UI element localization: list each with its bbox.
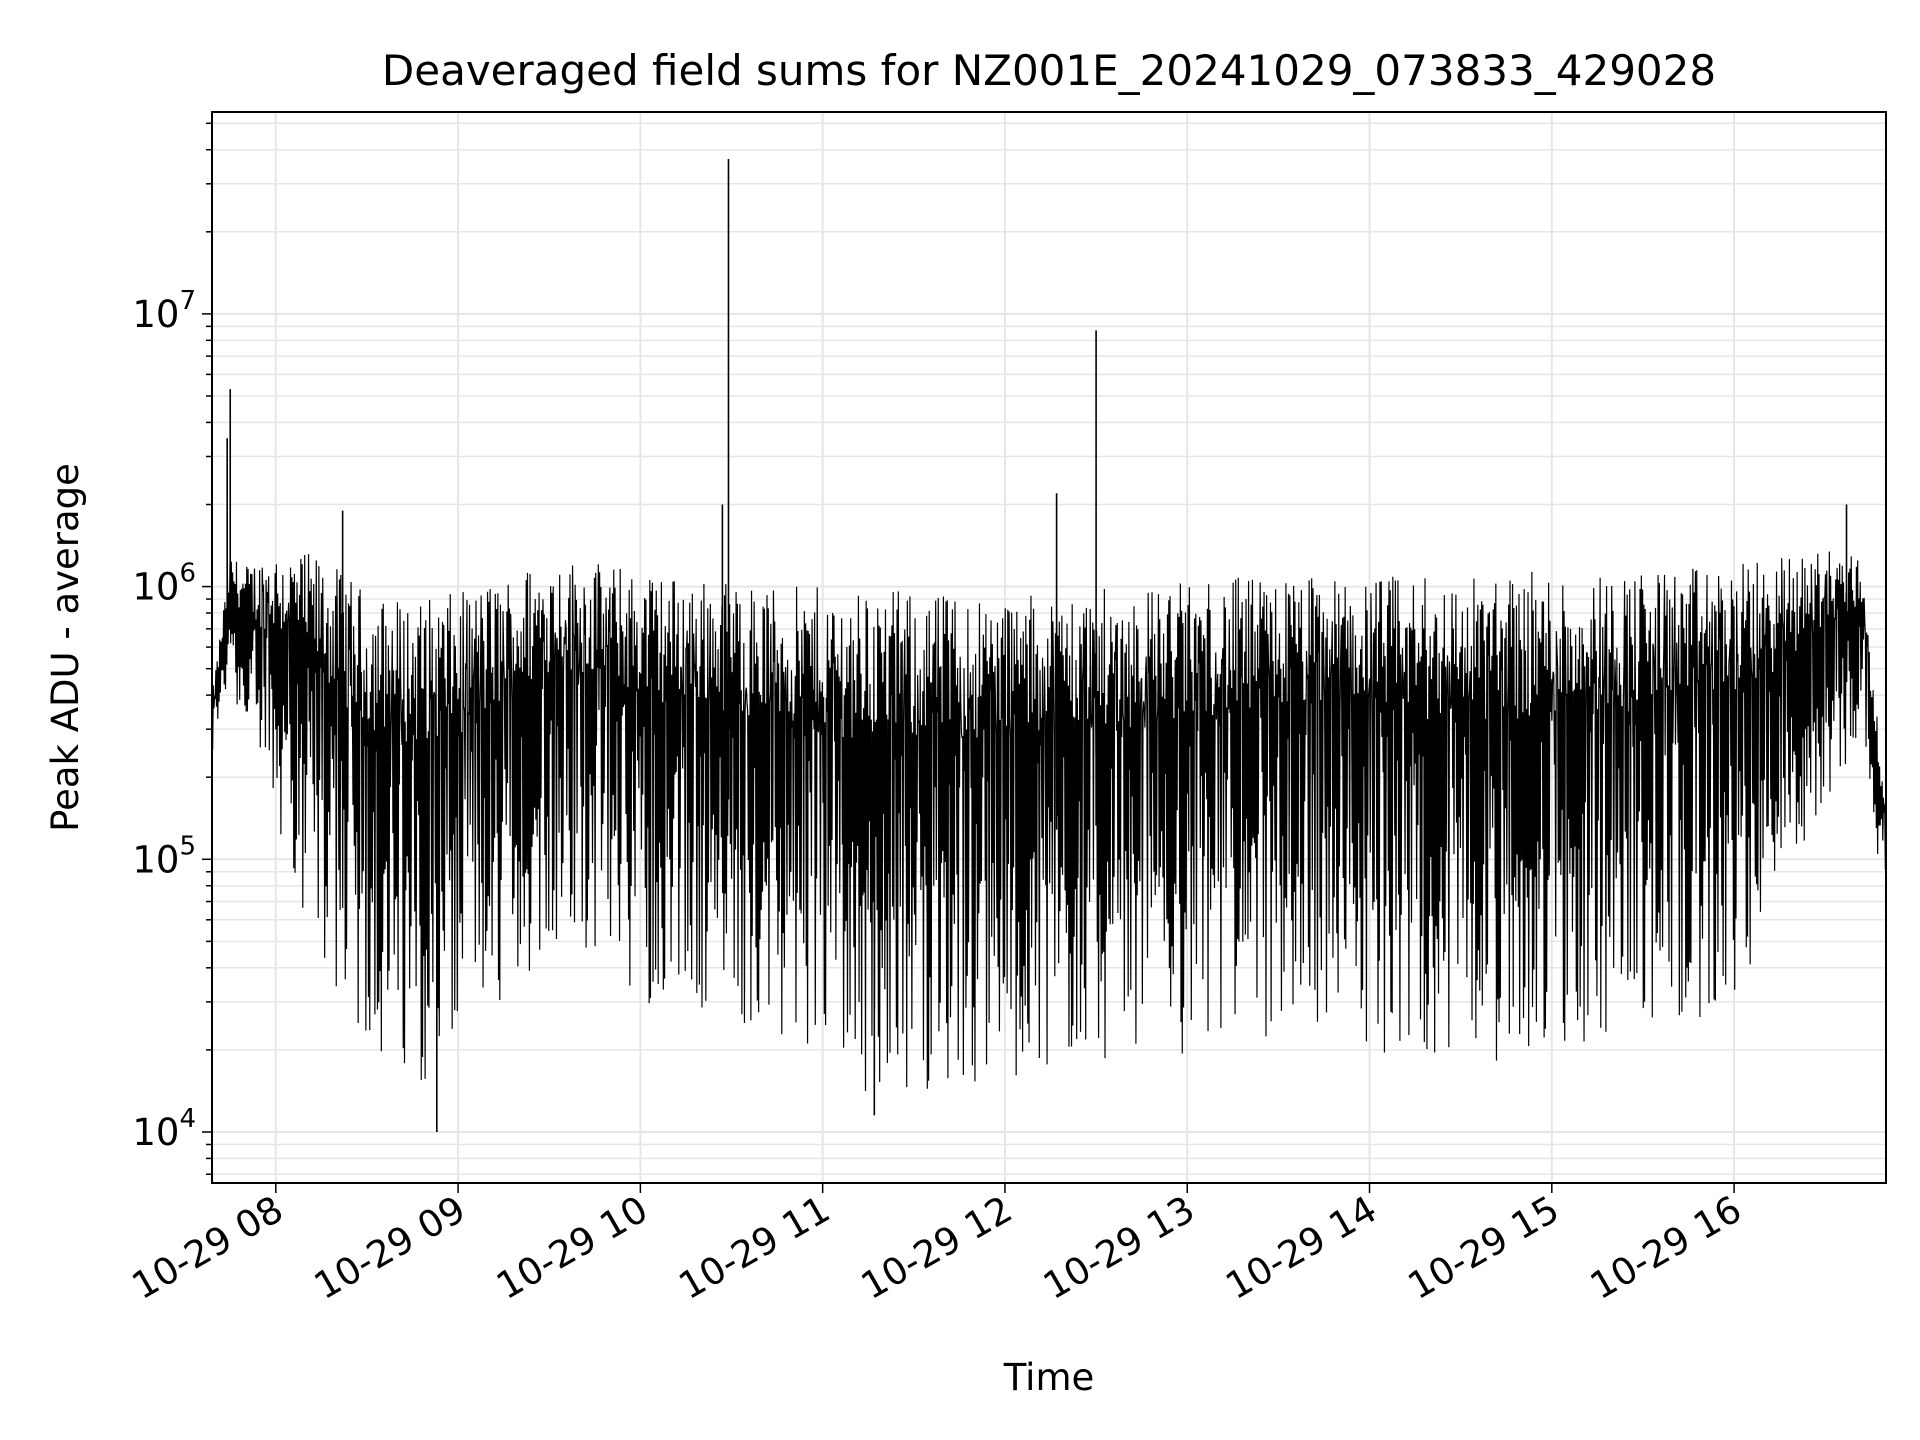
y-tick-label: 106: [132, 559, 196, 609]
y-tick-label: 105: [132, 831, 196, 881]
y-tick-exponent: 6: [179, 559, 196, 589]
chart-title: Deaveraged field sums for NZ001E_2024102…: [382, 46, 1716, 95]
data-series: [211, 158, 1887, 1132]
y-tick-label: 104: [132, 1104, 196, 1154]
x-axis-label: Time: [1003, 1356, 1095, 1399]
y-tick-exponent: 7: [179, 286, 196, 316]
y-tick-base: 10: [132, 293, 179, 336]
y-tick-label: 107: [132, 286, 196, 336]
y-tick-exponent: 5: [179, 831, 196, 861]
y-tick-base: 10: [132, 1111, 179, 1154]
y-tick-base: 10: [132, 838, 179, 881]
y-tick-exponent: 4: [179, 1104, 196, 1134]
series-line: [211, 551, 1887, 1091]
y-axis-label: Peak ADU - average: [44, 463, 87, 832]
y-tick-base: 10: [132, 566, 179, 609]
